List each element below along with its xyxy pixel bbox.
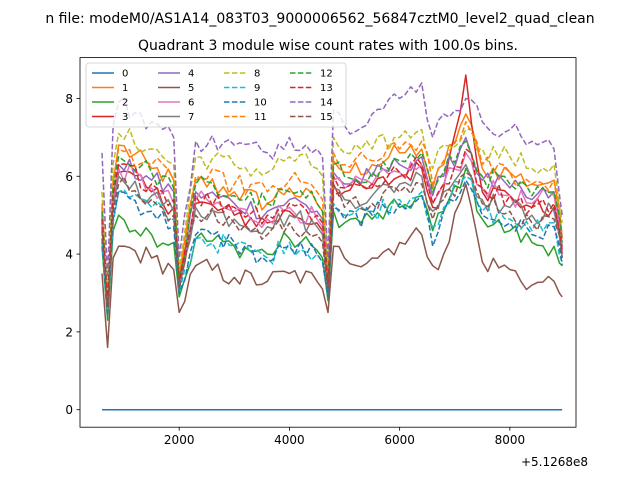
legend-label-8: 8 (254, 69, 260, 80)
y-tick-label-2: 2 (65, 325, 73, 339)
legend-box (85, 62, 347, 128)
legend-label-11: 11 (254, 112, 267, 123)
figure-suptitle: n file: modeM0/AS1A14_083T03_9000006562_… (45, 11, 594, 27)
y-tick-label-8: 8 (65, 92, 73, 106)
legend-label-9: 9 (254, 83, 260, 94)
legend-label-0: 0 (122, 69, 128, 80)
legend-label-4: 4 (188, 69, 194, 80)
y-tick-label-4: 4 (65, 248, 73, 262)
x-tick-label-6000: 6000 (384, 433, 415, 447)
axes-frame (79, 57, 577, 428)
y-tick-label-6: 6 (65, 170, 73, 184)
chart-title: Quadrant 3 module wise count rates with … (138, 38, 518, 54)
legend-label-3: 3 (122, 112, 128, 123)
legend-label-1: 1 (122, 83, 128, 94)
series-line-10 (101, 179, 563, 318)
y-tick-label-0: 0 (65, 403, 73, 417)
legend-label-7: 7 (188, 112, 194, 123)
legend-label-14: 14 (320, 98, 333, 109)
legend-label-6: 6 (188, 98, 194, 109)
x-offset-label: +5.1268e8 (521, 455, 588, 469)
series-line-8 (101, 128, 563, 294)
plot-area: 2000 4000 6000 8000024680123456789101112131… (65, 62, 563, 447)
x-tick-label-4000: 4000 (274, 433, 305, 447)
legend-label-15: 15 (320, 112, 333, 123)
series-line-12 (101, 140, 563, 302)
legend-label-5: 5 (188, 83, 194, 94)
x-tick-label-2000: 2000 (164, 433, 195, 447)
legend-label-13: 13 (320, 83, 333, 94)
legend-label-12: 12 (320, 69, 333, 80)
legend-label-2: 2 (122, 98, 128, 109)
x-tick-label-8000: 8000 (495, 433, 526, 447)
legend-label-10: 10 (254, 98, 267, 109)
series-line-5 (101, 183, 563, 349)
series-line-15 (101, 171, 563, 314)
